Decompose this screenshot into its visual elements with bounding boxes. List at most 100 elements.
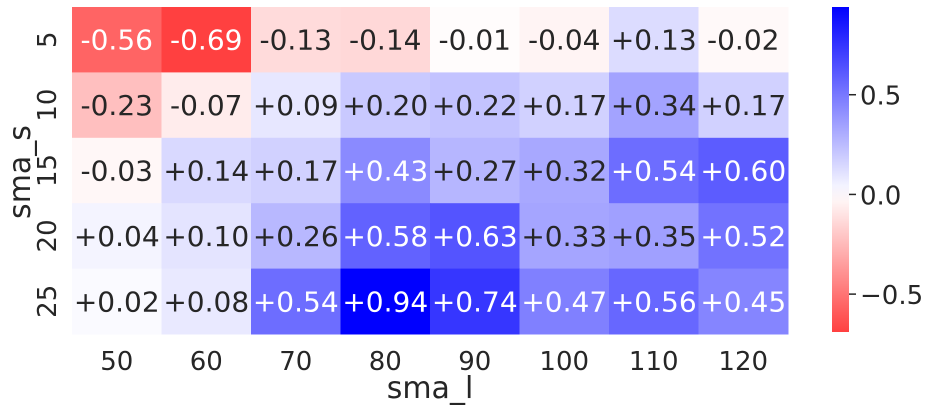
x-tick-label: 70 xyxy=(279,347,312,377)
cell-value-label: +0.02 xyxy=(74,285,160,318)
cell-value-label: +0.32 xyxy=(521,155,607,188)
x-tick-label: 110 xyxy=(629,347,679,377)
x-tick-label: 80 xyxy=(369,347,402,377)
cell-value-label: +0.33 xyxy=(521,220,607,253)
heatmap-cell xyxy=(340,137,431,204)
heatmap-cell xyxy=(340,268,431,335)
y-tick-label: 5 xyxy=(33,31,63,48)
heatmap-cell xyxy=(161,268,252,335)
cell-value-label: +0.63 xyxy=(432,220,518,253)
cell-value-label: +0.35 xyxy=(611,220,697,253)
heatmap-cell xyxy=(72,72,162,139)
colorbar: 0.5 0.0 −0.5 xyxy=(832,7,923,332)
colorbar-tick-label: 0.5 xyxy=(860,82,901,112)
cell-value-label: -0.14 xyxy=(349,24,421,57)
y-tick-label: 25 xyxy=(33,285,63,318)
heatmap-cell xyxy=(430,72,520,139)
cell-value-label: -0.02 xyxy=(707,24,779,57)
cell-value-label: +0.43 xyxy=(342,155,428,188)
y-tick-label: 15 xyxy=(33,154,63,187)
heatmap-cell xyxy=(609,137,699,204)
heatmap-cell xyxy=(72,7,162,73)
cell-value-label: +0.14 xyxy=(163,155,249,188)
cell-value-label: +0.08 xyxy=(163,285,249,318)
heatmap-cell xyxy=(519,7,610,73)
cell-value-label: +0.56 xyxy=(611,285,697,318)
x-tick-label: 50 xyxy=(100,347,133,377)
heatmap-cell xyxy=(519,137,610,204)
cell-value-label: +0.04 xyxy=(74,220,160,253)
y-tick-label: 10 xyxy=(33,89,63,122)
cell-value-label: +0.54 xyxy=(611,155,697,188)
heatmap-cell xyxy=(698,268,789,335)
heatmap-cell xyxy=(251,137,341,204)
cell-value-label: +0.20 xyxy=(342,89,428,122)
cell-value-label: -0.13 xyxy=(260,24,332,57)
heatmap-cell xyxy=(340,7,431,73)
x-axis-label: sma_l xyxy=(387,371,474,406)
cell-value-label: +0.17 xyxy=(253,155,339,188)
cell-value-label: +0.74 xyxy=(432,285,518,318)
cell-value-label: +0.26 xyxy=(253,220,339,253)
heatmap-cell xyxy=(609,203,699,270)
heatmap-cell xyxy=(430,7,520,73)
cell-value-label: -0.01 xyxy=(439,24,511,57)
heatmap-cell xyxy=(698,72,789,139)
cell-value-label: +0.34 xyxy=(611,89,697,122)
cell-value-label: +0.94 xyxy=(342,285,428,318)
heatmap-cell xyxy=(698,137,789,204)
x-tick-label: 120 xyxy=(718,347,768,377)
y-axis-label: sma_s xyxy=(3,125,38,219)
heatmap-cell xyxy=(698,203,789,270)
colorbar-tick-label: −0.5 xyxy=(860,281,923,311)
heatmap-cell xyxy=(161,72,252,139)
heatmap-cell xyxy=(430,268,520,335)
heatmap-cell xyxy=(430,203,520,270)
heatmap-cell xyxy=(72,203,162,270)
cell-value-label: +0.17 xyxy=(521,89,607,122)
heatmap-cell xyxy=(430,137,520,204)
cell-value-label: +0.54 xyxy=(253,285,339,318)
colorbar-tick-label: 0.0 xyxy=(860,181,901,211)
x-tick-label: 100 xyxy=(539,347,589,377)
heatmap-cell xyxy=(161,203,252,270)
heatmap-cell xyxy=(251,203,341,270)
cell-value-label: +0.10 xyxy=(163,220,249,253)
x-tick-labels: 50 60 70 80 90 100 110 120 xyxy=(100,347,768,377)
cell-value-label: -0.56 xyxy=(81,24,153,57)
heatmap-cell xyxy=(251,7,341,73)
cell-value-label: -0.04 xyxy=(528,24,600,57)
heatmap-cell xyxy=(609,7,699,73)
heatmap-cell xyxy=(251,268,341,335)
heatmap-cell xyxy=(72,268,162,335)
heatmap-cell xyxy=(519,72,610,139)
cell-value-label: +0.45 xyxy=(700,285,786,318)
cell-value-label: +0.47 xyxy=(521,285,607,318)
cell-value-label: -0.69 xyxy=(170,24,242,57)
heatmap-cell xyxy=(161,7,252,73)
colorbar-gradient xyxy=(832,7,849,332)
cell-value-label: +0.27 xyxy=(432,155,518,188)
y-tick-labels: 5 10 15 20 25 xyxy=(33,31,63,317)
heatmap-cell xyxy=(519,268,610,335)
cell-value-label: +0.58 xyxy=(342,220,428,253)
cell-value-label: +0.17 xyxy=(700,89,786,122)
cell-value-label: +0.09 xyxy=(253,89,339,122)
heatmap-cells xyxy=(72,7,789,335)
heatmap-cell xyxy=(609,268,699,335)
cell-value-label: +0.60 xyxy=(700,155,786,188)
heatmap-cell xyxy=(519,203,610,270)
heatmap-cell xyxy=(340,203,431,270)
heatmap-cell xyxy=(161,137,252,204)
cell-labels: -0.56 -0.69 -0.13 -0.14 -0.01 -0.04 +0.13 -0.02… xyxy=(74,24,786,319)
y-tick-label: 20 xyxy=(33,219,63,252)
cell-value-label: +0.13 xyxy=(611,24,697,57)
x-tick-label: 90 xyxy=(458,347,491,377)
cell-value-label: -0.03 xyxy=(81,155,153,188)
cell-value-label: -0.23 xyxy=(81,89,153,122)
heatmap-cell xyxy=(698,7,789,73)
x-tick-label: 60 xyxy=(190,347,223,377)
cell-value-label: -0.07 xyxy=(170,89,242,122)
cell-value-label: +0.22 xyxy=(432,89,518,122)
